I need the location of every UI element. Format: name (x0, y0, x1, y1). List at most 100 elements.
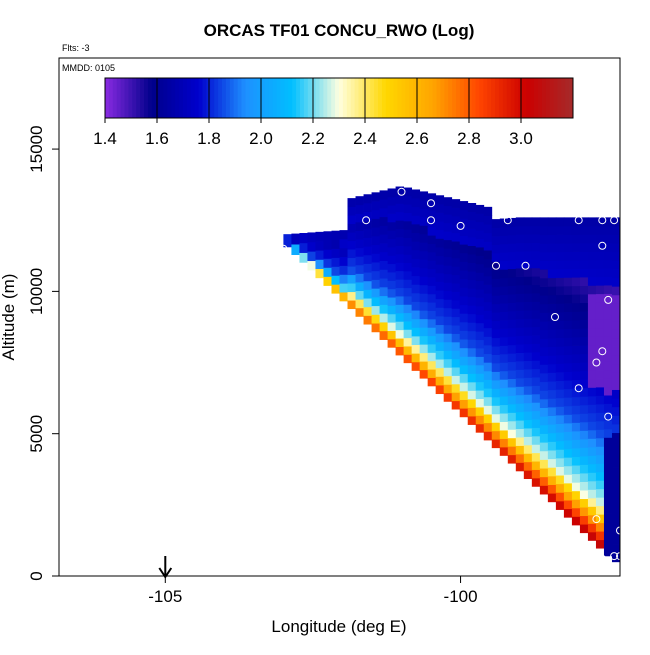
heatmap-cell (507, 294, 517, 303)
heatmap-cell (499, 294, 509, 304)
heatmap-cell (451, 274, 461, 284)
heatmap-cell (435, 385, 445, 395)
plot-frame (58, 57, 621, 577)
heatmap-cell (579, 490, 589, 500)
colorbar-swatch (510, 78, 515, 118)
data-point (574, 384, 583, 393)
heatmap-cell (515, 344, 525, 353)
heatmap-cell (531, 301, 541, 311)
colorbar-swatch (350, 78, 356, 118)
heatmap-cell (467, 296, 477, 306)
heatmap-cell (371, 235, 380, 246)
heatmap-cell (491, 405, 501, 415)
heatmap-cell (403, 270, 413, 280)
y-axis-label: Altitude (m) (0, 274, 18, 361)
heatmap-cell (379, 278, 388, 288)
heatmap-cell (435, 229, 445, 239)
heatmap-cell (523, 360, 533, 370)
heatmap-cell (387, 280, 396, 290)
heatmap-cell (515, 335, 525, 345)
heatmap-cell (491, 244, 501, 254)
heatmap-cell (507, 302, 517, 312)
heatmap-cell (355, 196, 364, 206)
heatmap-cell (611, 544, 621, 554)
heatmap-cell (531, 267, 541, 277)
heatmap-cell (387, 338, 396, 348)
heatmap-cell (475, 204, 485, 214)
heatmap-cell (299, 252, 308, 263)
heatmap-cell (555, 397, 565, 407)
heatmap-cell (395, 296, 405, 305)
colorbar-swatch (405, 78, 410, 118)
heatmap-cell (595, 276, 605, 286)
heatmap-cell (403, 237, 413, 247)
heatmap-cell (603, 538, 613, 548)
colorbar-swatch (514, 78, 519, 118)
x-axis: -105 -100 (148, 576, 478, 606)
colorbar-swatch (378, 78, 383, 118)
heatmap-cell (563, 225, 573, 235)
heatmap-cell (603, 335, 613, 345)
heatmap-cell (467, 305, 477, 315)
heatmap-cell (451, 325, 461, 334)
heatmap-cell (499, 311, 509, 321)
heatmap-cell (515, 301, 525, 311)
heatmap-cell (611, 553, 621, 563)
heatmap-cell (507, 437, 517, 447)
heatmap-cell (411, 318, 421, 328)
heatmap-cell (339, 292, 348, 302)
heatmap-cell (523, 369, 533, 378)
heatmap-cell (451, 215, 461, 225)
heatmap-cell (587, 336, 597, 346)
colorbar-swatch (409, 78, 414, 118)
heatmap-cell (555, 466, 565, 476)
heatmap-cell (403, 254, 413, 264)
heatmap-cell (499, 218, 509, 228)
heatmap-cell (355, 264, 364, 274)
data-point (592, 515, 601, 524)
heatmap-cell (547, 355, 557, 365)
colorbar-swatch (561, 78, 566, 118)
heatmap-cell (411, 249, 421, 259)
heatmap-cell (531, 469, 541, 479)
heatmap-cell (603, 327, 613, 337)
heatmap-cell (563, 354, 573, 364)
heatmap-cell (427, 268, 437, 278)
heatmap-cell (419, 344, 429, 354)
heatmap-cell (403, 312, 413, 322)
heatmap-cell (427, 218, 437, 228)
heatmap-cell (611, 432, 621, 442)
heatmap-cell (547, 381, 557, 391)
colorbar-swatch (144, 78, 149, 118)
heatmap-cell (347, 232, 356, 242)
heatmap-cell (443, 299, 453, 309)
heatmap-cell (443, 214, 453, 224)
heatmap-cell (563, 268, 573, 278)
heatmap-cell (459, 287, 469, 297)
heatmap-cell (411, 301, 421, 311)
heatmap-cell (499, 353, 509, 363)
colorbar-swatch (417, 78, 422, 118)
colorbar-swatch (300, 78, 305, 118)
heatmap-cell (611, 312, 621, 322)
heatmap-cell (531, 419, 541, 428)
colorbar-swatch (155, 78, 161, 118)
heatmap-cell (395, 338, 405, 347)
colorbar-swatch (171, 78, 176, 118)
heatmap-cell (475, 381, 485, 391)
heatmap-cell (595, 505, 605, 515)
heatmap-cell (547, 432, 557, 442)
heatmap-cell (555, 372, 565, 382)
colorbar-tick-label: 3.0 (509, 129, 533, 148)
heatmap-cell (443, 248, 453, 258)
heatmap-cell (547, 493, 557, 503)
heatmap-cell (475, 373, 485, 383)
heatmap-cell (603, 420, 613, 430)
heatmap-cell (523, 461, 533, 471)
heatmap-cell (603, 479, 613, 489)
heatmap-cell (571, 251, 581, 261)
data-point (427, 199, 435, 208)
heatmap-cell (459, 252, 469, 262)
heatmap-cell (587, 489, 597, 499)
